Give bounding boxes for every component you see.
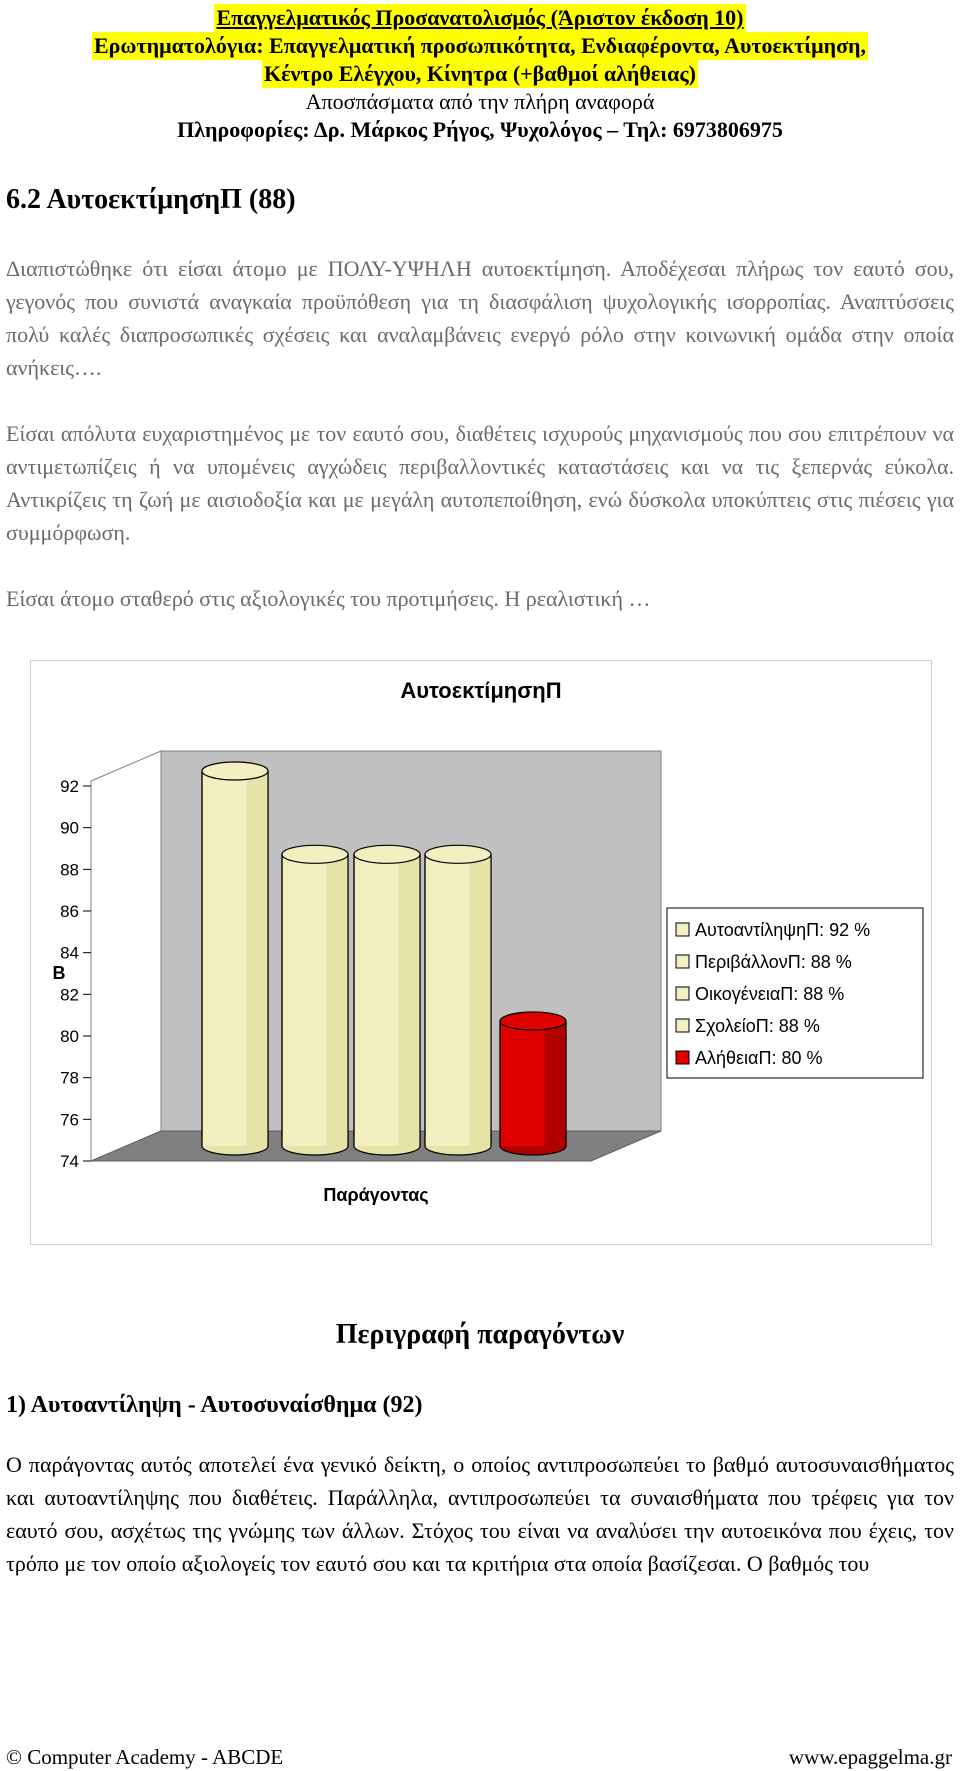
bar-top — [201, 761, 269, 781]
y-tick-label: 82 — [60, 985, 79, 1004]
y-tick-label: 90 — [60, 819, 79, 838]
header-questionnaires-cont: Κέντρο Ελέγχου, Κίνητρα (+βαθμοί αλήθεια… — [262, 60, 698, 88]
paragraph-1: Διαπιστώθηκε ότι είσαι άτομο με ΠΟΛΥ-ΥΨΗ… — [6, 256, 954, 380]
legend-swatch — [675, 1018, 690, 1033]
y-tick-label: 86 — [60, 902, 79, 921]
bar-base-cover-shade — [469, 1136, 491, 1146]
bar-top — [499, 1011, 567, 1031]
section-title: 6.2 ΑυτοεκτίμησηΠ (88) — [6, 184, 296, 215]
document-header: Επαγγελματικός Προσανατολισμός (Άριστον … — [0, 4, 960, 144]
chart-side-wall — [90, 750, 162, 1162]
header-excerpt-note: Αποσπάσματα από την πλήρη αναφορά — [305, 89, 655, 114]
bar-shade — [326, 854, 348, 1146]
bar-base-cover — [354, 1136, 420, 1146]
bar-ΟικογένειαΠ — [353, 844, 421, 1156]
bar-shade — [246, 771, 268, 1146]
chart-legend: ΑυτοαντίληψηΠ: 92 % ΠεριβάλλονΠ: 88 % Οικο… — [666, 907, 924, 1079]
bar-base-cover — [282, 1136, 348, 1146]
bar-top — [281, 844, 349, 864]
chart-x-axis-label: Παράγοντας — [323, 1185, 428, 1205]
header-title: Επαγγελματικός Προσανατολισμός (Άριστον … — [214, 4, 746, 32]
footer-copyright: © Computer Academy - ABCDE — [6, 1745, 284, 1769]
factor-description-title: Περιγραφή παραγόντων — [335, 1319, 625, 1350]
footer-website: www.epaggelma.gr — [788, 1745, 952, 1769]
legend-label: ΠεριβάλλονΠ: 88 % — [695, 952, 852, 972]
header-contact: Πληροφορίες: Δρ. Μάρκος Ρήγος, Ψυχολόγος… — [177, 117, 783, 142]
header-questionnaires: Ερωτηματολόγια: Επαγγελματική προσωπικότ… — [91, 32, 869, 60]
y-tick-label: 74 — [60, 1152, 79, 1171]
bar-ΣχολείοΠ — [424, 844, 492, 1156]
bar-base-cover — [202, 1136, 268, 1146]
bar-base-cover-shade — [544, 1136, 566, 1146]
chart-canvas: ΑυτοεκτίμησηΠ Β Παράγοντας 74 76 78 80 82 84 8… — [53, 678, 924, 1205]
y-tick-label: 80 — [60, 1027, 79, 1046]
bar-base-cover-shade — [326, 1136, 348, 1146]
legend-swatch — [675, 1050, 690, 1065]
factor-1-paragraph: Ο παράγοντας αυτός αποτελεί ένα γενικό δ… — [6, 1452, 954, 1576]
y-tick-label: 78 — [60, 1069, 79, 1088]
self-esteem-chart: ΑυτοεκτίμησηΠ Β Παράγοντας 74 76 78 80 82 84 8… — [30, 660, 932, 1245]
bar-top — [424, 844, 492, 864]
legend-label: ΣχολείοΠ: 88 % — [695, 1016, 820, 1036]
y-tick-label: 88 — [60, 860, 79, 879]
paragraph-2: Είσαι απόλυτα ευχαριστημένος με τον εαυτ… — [6, 421, 954, 545]
y-tick-label: 76 — [60, 1110, 79, 1129]
bar-shade — [544, 1021, 566, 1146]
legend-label: ΟικογένειαΠ: 88 % — [695, 984, 844, 1004]
bar-ΑλήθειαΠ — [499, 1011, 567, 1156]
chart-bars — [201, 761, 567, 1156]
y-tick-label: 84 — [60, 944, 79, 963]
bar-shade — [398, 854, 420, 1146]
legend-label: ΑλήθειαΠ: 80 % — [695, 1048, 823, 1068]
bar-top — [353, 844, 421, 864]
chart-y-ticks: 74 76 78 80 82 84 86 88 90 92 — [60, 777, 91, 1171]
bar-base-cover — [500, 1136, 566, 1146]
bar-base-cover — [425, 1136, 491, 1146]
y-tick-label: 92 — [60, 777, 79, 796]
paragraph-3: Είσαι άτομο σταθερό στις αξιολογικές του… — [6, 586, 651, 611]
bar-base-cover-shade — [246, 1136, 268, 1146]
bar-base-cover-shade — [398, 1136, 420, 1146]
bar-shade — [469, 854, 491, 1146]
chart-y-axis-label: Β — [53, 963, 66, 983]
legend-swatch — [675, 922, 690, 937]
legend-swatch — [675, 986, 690, 1001]
chart-title: ΑυτοεκτίμησηΠ — [400, 678, 561, 703]
factor-1-title: 1) Αυτοαντίληψη - Αυτοσυναίσθημα (92) — [6, 1392, 423, 1418]
bar-ΠεριβάλλονΠ — [281, 844, 349, 1156]
legend-swatch — [675, 954, 690, 969]
bar-ΑυτοαντίληψηΠ — [201, 761, 269, 1156]
legend-label: ΑυτοαντίληψηΠ: 92 % — [695, 920, 870, 940]
legend-box — [666, 907, 924, 1079]
